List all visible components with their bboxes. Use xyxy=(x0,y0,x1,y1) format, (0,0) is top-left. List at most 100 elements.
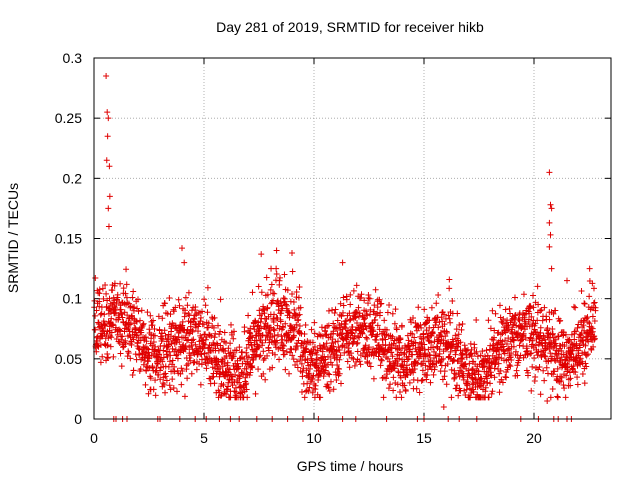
data-point xyxy=(327,359,334,366)
data-point xyxy=(540,367,547,374)
data-point xyxy=(566,358,573,365)
data-point xyxy=(557,357,564,364)
y-tick-label: 0.25 xyxy=(55,110,82,126)
data-point xyxy=(216,370,223,377)
data-point xyxy=(96,298,103,305)
data-point xyxy=(163,377,170,384)
data-point xyxy=(191,316,198,323)
data-point xyxy=(458,326,465,333)
data-point xyxy=(561,343,568,350)
data-point xyxy=(392,306,399,313)
data-point xyxy=(197,381,204,388)
data-point xyxy=(378,300,385,307)
data-point xyxy=(192,303,199,310)
data-point xyxy=(106,193,113,200)
data-point xyxy=(319,333,326,340)
data-point xyxy=(528,387,535,394)
data-point xyxy=(510,343,517,350)
data-point xyxy=(548,265,555,272)
data-point xyxy=(330,320,337,327)
data-point xyxy=(346,317,353,324)
data-point xyxy=(589,328,596,335)
data-point xyxy=(363,308,370,315)
data-point xyxy=(157,376,164,383)
data-point xyxy=(270,318,277,325)
data-point xyxy=(503,374,510,381)
data-point xyxy=(460,376,467,383)
data-point xyxy=(436,353,443,360)
data-point xyxy=(536,338,543,345)
data-point xyxy=(254,343,261,350)
data-point xyxy=(369,320,376,327)
data-point xyxy=(539,337,546,344)
data-point xyxy=(217,328,224,335)
data-point xyxy=(377,362,384,369)
data-point xyxy=(311,344,318,351)
data-point xyxy=(282,301,289,308)
data-point xyxy=(321,360,328,367)
data-point xyxy=(453,382,460,389)
data-point xyxy=(212,345,219,352)
data-point xyxy=(246,372,253,379)
data-point xyxy=(478,381,485,388)
data-point xyxy=(407,346,414,353)
data-point xyxy=(114,291,121,298)
data-point xyxy=(119,333,126,340)
data-point xyxy=(282,320,289,327)
data-point xyxy=(253,337,260,344)
data-point xyxy=(186,354,193,361)
data-point xyxy=(496,389,503,396)
data-point xyxy=(150,338,157,345)
data-point xyxy=(383,326,390,333)
data-point xyxy=(199,345,206,352)
y-tick-label: 0.1 xyxy=(63,291,83,307)
data-point xyxy=(355,304,362,311)
data-point xyxy=(532,342,539,349)
data-point xyxy=(441,321,448,328)
data-point xyxy=(103,73,110,80)
data-point xyxy=(126,321,133,328)
data-point xyxy=(103,157,110,164)
data-point xyxy=(576,344,583,351)
data-point xyxy=(198,361,205,368)
data-point xyxy=(276,356,283,363)
data-point xyxy=(391,365,398,372)
data-point xyxy=(313,356,320,363)
data-point xyxy=(524,347,531,354)
data-point xyxy=(209,358,216,365)
data-point xyxy=(122,341,129,348)
data-point xyxy=(147,375,154,382)
data-point xyxy=(243,349,250,356)
data-point xyxy=(293,289,300,296)
data-point xyxy=(421,341,428,348)
data-point xyxy=(263,332,270,339)
data-point xyxy=(339,343,346,350)
y-tick-label: 0.05 xyxy=(55,351,82,367)
data-point xyxy=(230,353,237,360)
data-point xyxy=(446,276,453,283)
data-point xyxy=(536,364,543,370)
data-point xyxy=(300,365,307,372)
data-point xyxy=(182,294,189,301)
data-point xyxy=(560,351,567,358)
data-point xyxy=(308,326,315,333)
data-point xyxy=(505,335,512,342)
data-point xyxy=(366,360,373,367)
data-point xyxy=(273,337,280,344)
data-point xyxy=(332,371,339,378)
data-point xyxy=(512,348,519,355)
data-point xyxy=(305,388,312,395)
data-point xyxy=(392,380,399,387)
data-point xyxy=(222,347,229,354)
data-point xyxy=(325,370,332,377)
data-point xyxy=(374,331,381,338)
data-point xyxy=(119,314,126,321)
plot-frame xyxy=(93,57,612,420)
data-point xyxy=(364,335,371,342)
data-point xyxy=(384,309,391,316)
data-point xyxy=(365,292,372,299)
data-point xyxy=(162,373,169,380)
data-point xyxy=(230,335,237,342)
data-point xyxy=(264,304,271,311)
data-point xyxy=(391,320,398,327)
